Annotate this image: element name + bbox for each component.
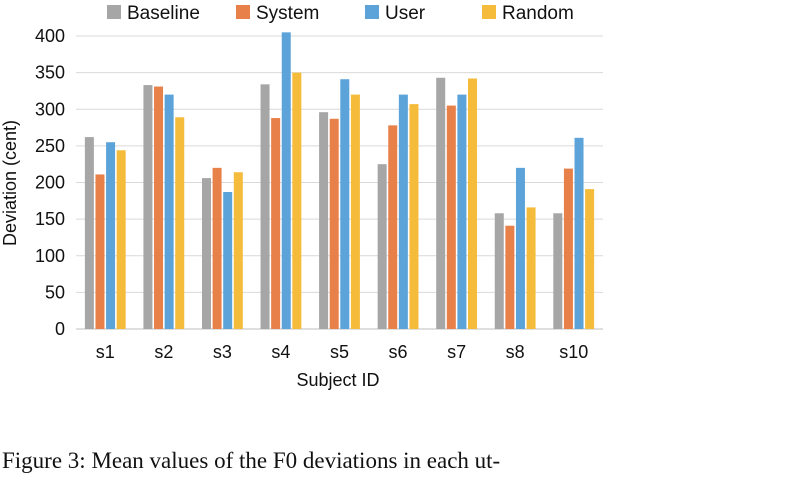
y-tick-label: 150 — [35, 209, 65, 229]
y-tick-label: 400 — [35, 26, 65, 46]
x-tick-label: s3 — [213, 342, 232, 362]
x-tick-label: s10 — [559, 342, 588, 362]
bar-system-s3 — [212, 167, 222, 329]
bar-system-s2 — [154, 86, 164, 329]
figure-caption: Figure 3: Mean values of the F0 deviatio… — [2, 448, 501, 473]
bar-random-s10 — [585, 189, 595, 329]
bar-user-s10 — [574, 137, 584, 329]
y-tick-label: 100 — [35, 246, 65, 266]
x-tick-label: s2 — [154, 342, 173, 362]
bar-baseline-s1 — [84, 137, 94, 329]
bar-user-s6 — [398, 94, 408, 329]
y-axis-title: Deviation (cent) — [0, 120, 20, 246]
legend-swatch-user — [365, 5, 379, 19]
bar-baseline-s4 — [260, 84, 270, 329]
bar-baseline-s10 — [553, 213, 563, 329]
bar-system-s8 — [505, 225, 515, 329]
bar-user-s2 — [164, 94, 174, 329]
x-tick-label: s8 — [506, 342, 525, 362]
bar-system-s7 — [446, 105, 456, 330]
bar-system-s1 — [95, 174, 105, 329]
bar-random-s2 — [175, 117, 185, 330]
legend-swatch-baseline — [107, 5, 121, 19]
x-tick-label: s6 — [389, 342, 408, 362]
y-axis-ticks: 0 50 100 150 200 250 300 350 400 — [35, 26, 65, 339]
bar-random-s8 — [526, 207, 536, 329]
bar-user-s8 — [515, 167, 525, 329]
legend-label-baseline: Baseline — [127, 3, 200, 24]
bar-random-s5 — [350, 94, 360, 329]
x-axis-title: Subject ID — [296, 370, 379, 390]
x-tick-label: s7 — [447, 342, 466, 362]
bar-baseline-s3 — [201, 178, 211, 329]
bar-user-s4 — [281, 32, 291, 330]
gridlines — [76, 35, 603, 330]
y-tick-label: 350 — [35, 63, 65, 83]
y-tick-label: 0 — [55, 319, 65, 339]
bar-system-s5 — [329, 118, 339, 330]
y-tick-label: 200 — [35, 173, 65, 193]
bar-random-s1 — [116, 150, 126, 329]
x-tick-label: s5 — [330, 342, 349, 362]
legend-label-system: System — [256, 3, 319, 24]
bar-baseline-s6 — [377, 164, 387, 329]
bar-baseline-s5 — [319, 112, 329, 330]
bar-random-s7 — [468, 78, 478, 329]
legend: Baseline System User Random — [107, 3, 574, 24]
y-tick-label: 50 — [45, 282, 65, 302]
legend-swatch-random — [482, 5, 496, 19]
bar-random-s3 — [233, 172, 243, 329]
bar-system-s4 — [271, 118, 281, 329]
bar-baseline-s7 — [436, 77, 446, 329]
bar-random-s6 — [409, 104, 419, 329]
legend-label-random: Random — [502, 3, 574, 24]
legend-swatch-system — [236, 5, 250, 19]
bar-user-s3 — [223, 192, 233, 329]
y-tick-label: 300 — [35, 99, 65, 119]
legend-label-user: User — [385, 3, 426, 24]
bar-random-s4 — [292, 72, 302, 329]
bars — [84, 32, 595, 330]
y-tick-label: 250 — [35, 136, 65, 156]
x-tick-label: s1 — [96, 342, 115, 362]
bar-system-s10 — [563, 168, 573, 329]
bar-user-s1 — [106, 142, 116, 329]
bar-system-s6 — [388, 125, 398, 330]
x-axis-ticks: s1 s2 s3 s4 s5 s6 s7 s8 s10 — [96, 342, 588, 362]
bar-user-s7 — [457, 94, 467, 329]
x-tick-label: s4 — [271, 342, 290, 362]
bar-baseline-s8 — [494, 213, 504, 329]
bar-baseline-s2 — [143, 85, 153, 329]
bar-user-s5 — [340, 79, 350, 329]
